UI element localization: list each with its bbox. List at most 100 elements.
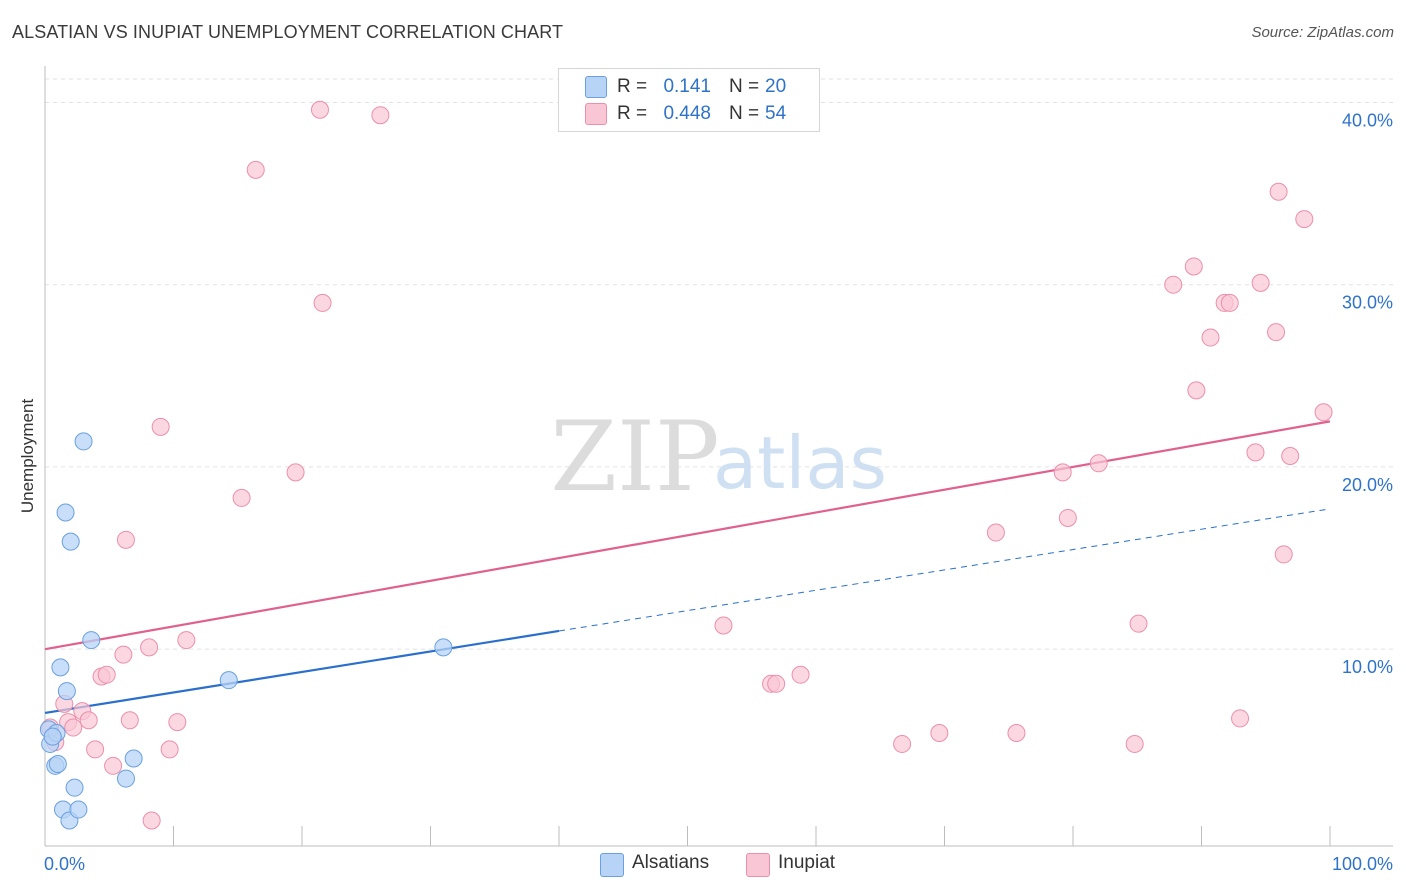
data-point-inupiat: [1274, 545, 1293, 564]
watermark-zip: ZIP: [550, 401, 719, 513]
y-tick-label: 10.0%: [1342, 657, 1393, 677]
legend-r-label: R =: [617, 103, 648, 124]
data-point-inupiat: [1220, 293, 1239, 312]
legend-r-value: 0.141: [663, 76, 711, 97]
legend-n-value: 54: [765, 103, 787, 124]
data-point-alsatians: [74, 432, 93, 451]
data-point-inupiat: [142, 811, 161, 830]
data-point-inupiat: [1125, 734, 1144, 753]
chart-title: ALSATIAN VS INUPIAT UNEMPLOYMENT CORRELA…: [12, 22, 564, 42]
series-swatch-inupiat: [746, 853, 770, 877]
legend-n-label: N =: [729, 76, 760, 97]
y-tick-label: 40.0%: [1342, 110, 1393, 130]
data-point-inupiat: [79, 711, 98, 730]
data-point-inupiat: [1314, 403, 1333, 422]
data-point-alsatians: [57, 682, 76, 701]
data-point-alsatians: [48, 754, 67, 773]
data-point-inupiat: [151, 417, 170, 436]
legend-swatch-inupiat: [585, 103, 607, 125]
data-point-inupiat: [1231, 709, 1250, 728]
data-point-inupiat: [791, 665, 810, 684]
data-point-alsatians: [69, 800, 88, 819]
x-tick-label: 0.0%: [44, 854, 85, 874]
data-point-inupiat: [120, 711, 139, 730]
data-point-inupiat: [1007, 724, 1026, 743]
data-point-inupiat: [313, 293, 332, 312]
data-point-inupiat: [1201, 328, 1220, 347]
y-tick-label: 30.0%: [1342, 293, 1393, 313]
data-point-inupiat: [310, 100, 329, 119]
data-point-inupiat: [160, 740, 179, 759]
data-point-inupiat: [986, 523, 1005, 542]
data-point-inupiat: [104, 756, 123, 775]
data-point-inupiat: [371, 106, 390, 125]
data-point-inupiat: [1058, 508, 1077, 527]
series-swatch-alsatians: [600, 853, 624, 877]
data-point-inupiat: [286, 463, 305, 482]
series-legend-inupiat: Inupiat: [746, 852, 856, 877]
x-tick-label: 100.0%: [1332, 854, 1393, 874]
data-point-inupiat: [930, 724, 949, 743]
data-point-inupiat: [116, 530, 135, 549]
watermark: ZIP atlas: [550, 401, 887, 513]
legend-r-label: R =: [617, 76, 648, 97]
data-point-inupiat: [1267, 323, 1286, 342]
data-point-inupiat: [1184, 257, 1203, 276]
stats-legend: R = 0.141 N = 20 R = 0.448 N = 54: [558, 68, 820, 132]
y-tick-label: 20.0%: [1342, 475, 1393, 495]
data-point-inupiat: [97, 665, 116, 684]
data-point-inupiat: [1295, 210, 1314, 229]
data-point-inupiat: [1246, 443, 1265, 462]
labels-layer: 10.0% 20.0% 30.0% 40.0% 0.0% 100.0%: [44, 110, 1393, 874]
data-point-alsatians: [82, 631, 101, 650]
data-point-inupiat: [714, 616, 733, 635]
data-point-inupiat: [1089, 454, 1108, 473]
data-point-inupiat: [1281, 447, 1300, 465]
legend-swatch-alsatians: [585, 76, 607, 98]
data-point-inupiat: [64, 718, 83, 737]
series-label-alsatians: Alsatians: [632, 852, 710, 873]
data-point-alsatians: [116, 769, 135, 788]
source-credit: Source: ZipAtlas.com: [1251, 24, 1394, 41]
legend-r-value: 0.448: [663, 103, 711, 124]
y-axis-label: Unemployment: [18, 399, 37, 514]
data-point-inupiat: [1129, 614, 1148, 633]
data-point-alsatians: [61, 532, 80, 551]
data-point-inupiat: [168, 713, 187, 732]
data-point-alsatians: [43, 727, 62, 746]
axes-layer: [44, 66, 1393, 847]
data-point-alsatians: [434, 638, 453, 657]
data-point-inupiat: [1053, 463, 1072, 482]
series-label-inupiat: Inupiat: [778, 852, 836, 873]
series-legend-alsatians: Alsatians: [600, 852, 730, 877]
data-point-alsatians: [65, 778, 84, 797]
data-point-inupiat: [246, 160, 265, 179]
data-point-inupiat: [893, 734, 912, 753]
trend-layer: [44, 420, 1331, 715]
data-point-inupiat: [1269, 182, 1288, 201]
legend-n-label: N =: [729, 103, 760, 124]
data-point-inupiat: [114, 645, 133, 664]
data-point-alsatians: [56, 503, 75, 522]
grid-layer: [45, 78, 1393, 650]
trendline-alsatians: [44, 629, 560, 715]
data-point-inupiat: [177, 631, 196, 650]
data-point-inupiat: [1251, 273, 1270, 292]
data-point-inupiat: [86, 740, 105, 759]
data-point-inupiat: [767, 674, 786, 693]
data-point-alsatians: [219, 671, 238, 690]
legend-row-alsatians: R = 0.141 N = 20: [559, 74, 819, 100]
legend-row-inupiat: R = 0.448 N = 54: [559, 101, 819, 127]
data-point-inupiat: [1164, 275, 1183, 294]
trendline-alsatians-extension: [558, 508, 1331, 632]
watermark-atlas: atlas: [713, 421, 887, 505]
legend-n-value: 20: [765, 76, 787, 97]
data-point-inupiat: [1187, 381, 1206, 400]
data-point-inupiat: [232, 488, 251, 507]
data-point-alsatians: [124, 749, 143, 768]
data-point-alsatians: [51, 658, 70, 677]
data-point-inupiat: [140, 638, 159, 657]
trendline-inupiat: [44, 420, 1331, 651]
points-layer: [39, 100, 1333, 830]
